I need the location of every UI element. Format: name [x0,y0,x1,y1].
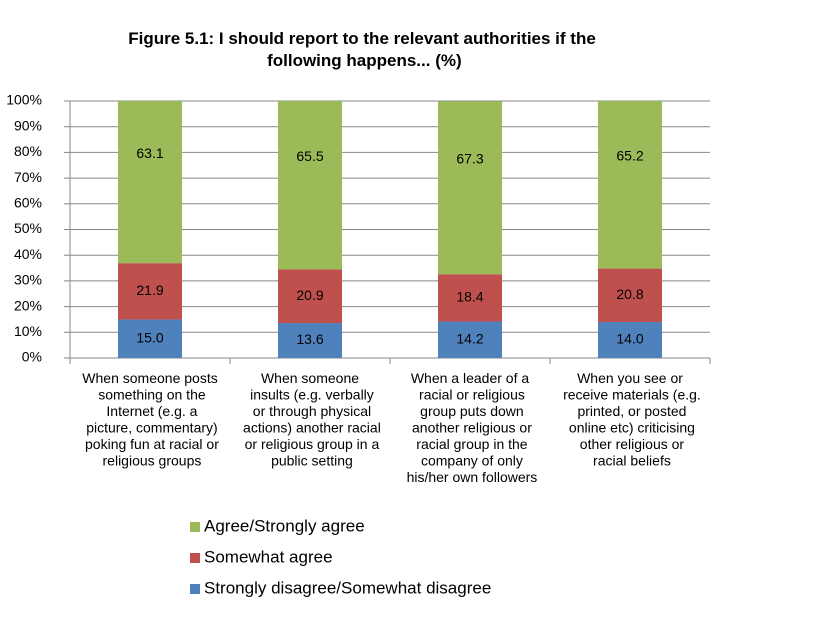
x-tick-label: When someone insults (e.g. verbally or t… [239,370,381,469]
data-label: 21.9 [136,282,163,298]
data-label: 63.1 [136,145,163,161]
x-tick-label: When a leader of a racial or religious g… [403,370,538,485]
bar-segment [118,319,182,358]
x-tick-label: When you see or receive materials (e.g. … [559,370,701,469]
bar-segment [118,101,182,264]
y-tick-label: 40% [14,246,42,262]
y-tick-label: 10% [14,323,42,339]
y-tick-label: 30% [14,272,42,288]
data-label: 65.2 [616,147,643,163]
data-label: 14.0 [616,331,643,347]
y-tick-label: 100% [6,92,42,108]
legend-label: Agree/Strongly agree [204,516,365,535]
bar-segment [278,269,342,324]
data-label: 65.5 [296,148,323,164]
data-label: 15.0 [136,329,163,345]
data-label: 20.9 [296,287,323,303]
bar-segment [598,268,662,323]
bar-segment [278,323,342,358]
bar-segment [598,101,662,269]
legend: Agree/Strongly agree Somewhat agree Strong… [190,516,491,597]
data-label: 14.2 [456,330,483,346]
legend-swatch [190,522,200,532]
legend-swatch [190,584,200,594]
bar-segment [278,101,342,270]
bar-segment [598,322,662,358]
bar-segment [438,321,502,358]
bar-segment [438,101,502,275]
y-tick-label: 50% [14,220,42,236]
data-label: 13.6 [296,331,323,347]
y-tick-label: 60% [14,195,42,211]
bar-segment [438,274,502,322]
data-label: 18.4 [456,289,483,305]
data-label: 67.3 [456,150,483,166]
data-label: 20.8 [616,286,643,302]
x-tick-label: When someone posts something on the Inte… [81,370,219,469]
legend-swatch [190,553,200,563]
legend-label: Strongly disagree/Somewhat disagree [204,578,491,597]
y-tick-label: 70% [14,169,42,185]
bar-segment [118,263,182,320]
legend-label: Somewhat agree [204,547,333,566]
y-tick-label: 0% [22,349,42,365]
chart-title: Figure 5.1: I should report to the relev… [128,29,596,70]
y-tick-label: 80% [14,143,42,159]
y-tick-label: 20% [14,297,42,313]
y-tick-label: 90% [14,117,42,133]
